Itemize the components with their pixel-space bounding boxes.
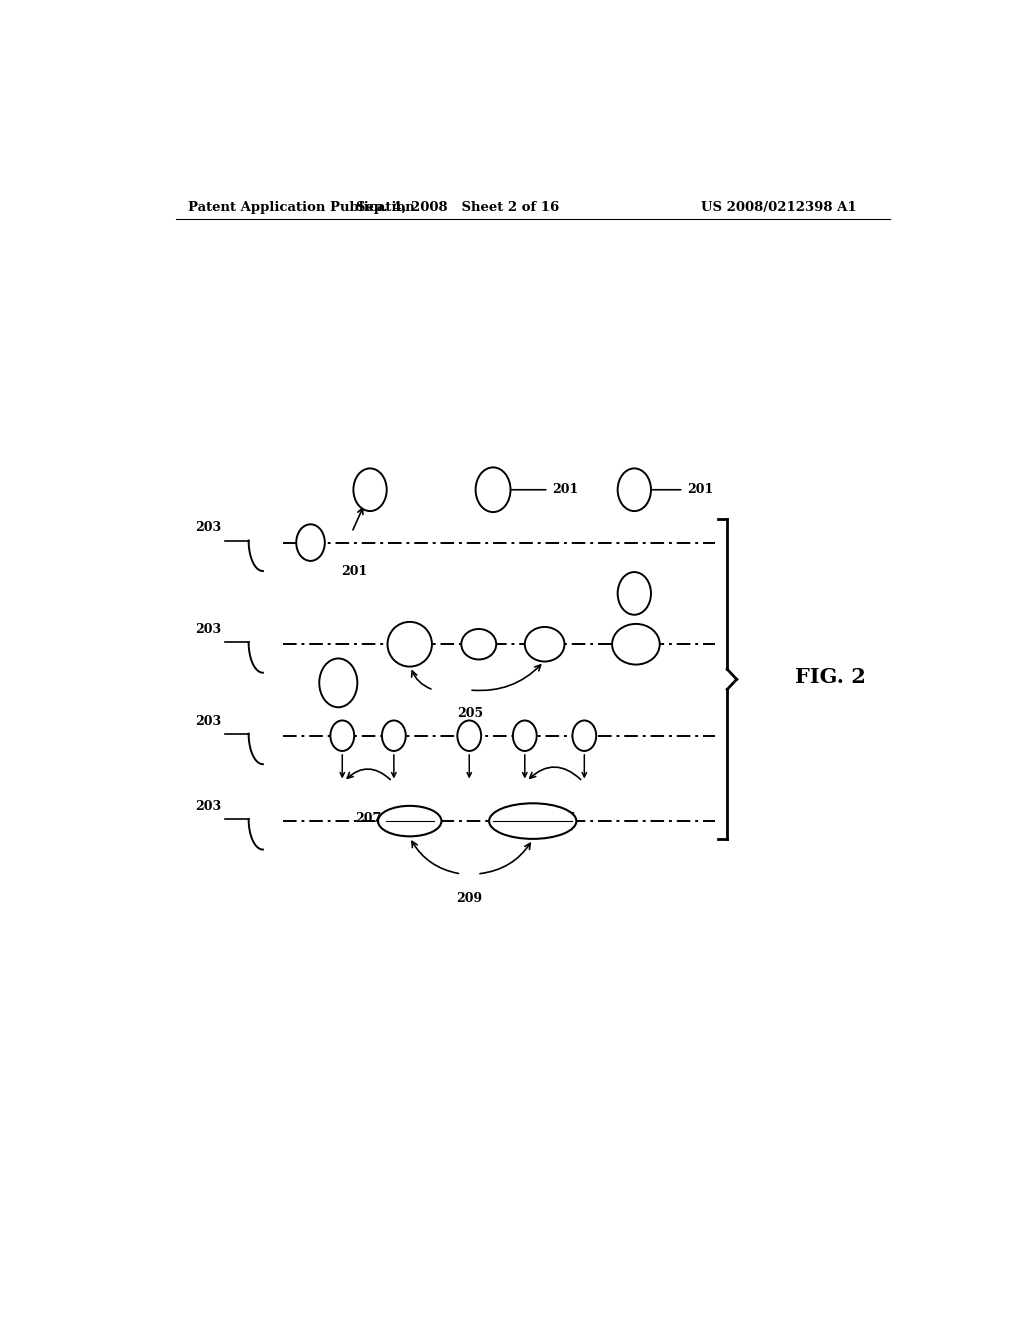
Ellipse shape — [617, 469, 651, 511]
Ellipse shape — [458, 721, 481, 751]
Text: US 2008/0212398 A1: US 2008/0212398 A1 — [701, 201, 856, 214]
Text: 203: 203 — [196, 714, 221, 727]
Ellipse shape — [296, 524, 325, 561]
Text: FIG. 2: FIG. 2 — [795, 667, 865, 686]
Ellipse shape — [489, 804, 577, 840]
Ellipse shape — [353, 469, 387, 511]
Text: 209: 209 — [456, 892, 482, 906]
Ellipse shape — [475, 467, 511, 512]
Ellipse shape — [382, 721, 406, 751]
Text: Sep. 4, 2008   Sheet 2 of 16: Sep. 4, 2008 Sheet 2 of 16 — [355, 201, 559, 214]
Ellipse shape — [387, 622, 432, 667]
Ellipse shape — [617, 572, 651, 615]
Text: 201: 201 — [341, 565, 368, 578]
Text: 201: 201 — [687, 483, 714, 496]
Text: Patent Application Publication: Patent Application Publication — [187, 201, 415, 214]
Ellipse shape — [319, 659, 357, 708]
Text: 201: 201 — [553, 483, 579, 496]
Ellipse shape — [331, 721, 354, 751]
Text: 207: 207 — [549, 812, 575, 825]
Text: 203: 203 — [196, 521, 221, 535]
Ellipse shape — [513, 721, 537, 751]
Ellipse shape — [525, 627, 564, 661]
Ellipse shape — [378, 805, 441, 837]
Text: 207: 207 — [355, 812, 381, 825]
Ellipse shape — [461, 630, 497, 660]
Text: 203: 203 — [196, 623, 221, 636]
Ellipse shape — [572, 721, 596, 751]
Text: 203: 203 — [196, 800, 221, 813]
Text: 205: 205 — [458, 708, 483, 721]
Ellipse shape — [612, 624, 659, 664]
